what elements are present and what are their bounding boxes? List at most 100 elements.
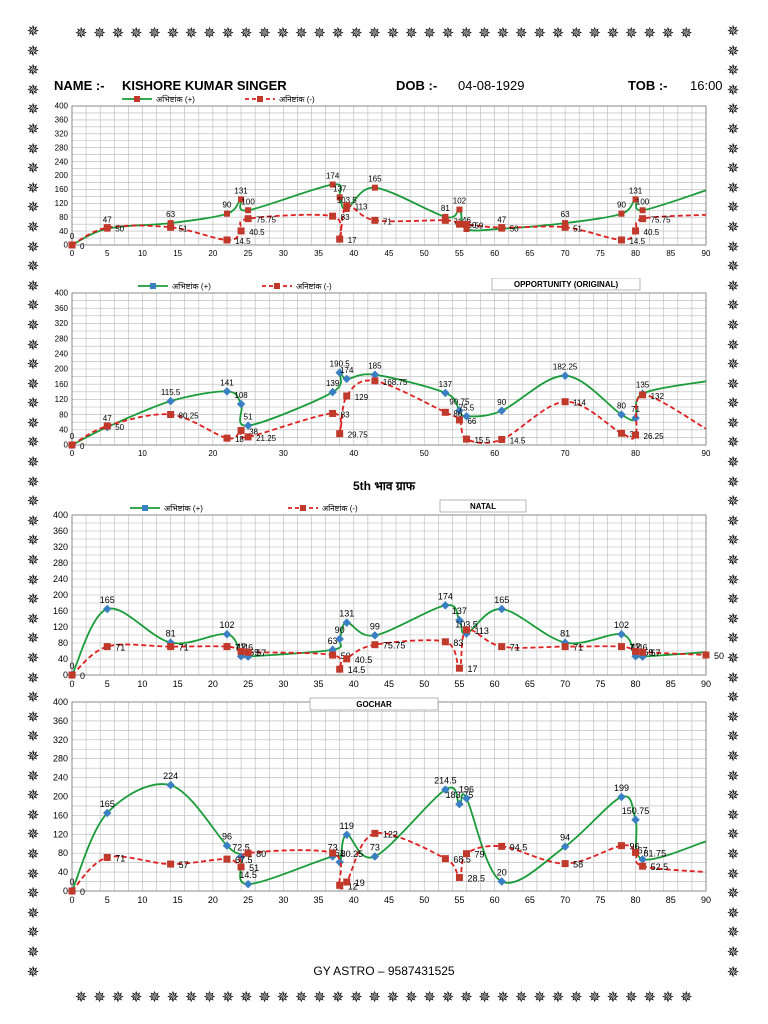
- point-negative: [371, 216, 379, 224]
- data-label-positive: 0: [70, 232, 75, 241]
- point-negative: [329, 409, 337, 417]
- point-negative: [639, 648, 647, 656]
- data-label-positive: 131: [339, 609, 354, 619]
- y-tick-label: 400: [53, 697, 68, 707]
- point-negative: [237, 227, 245, 235]
- point-positive: [342, 830, 351, 840]
- point-positive: [342, 618, 351, 627]
- data-label-positive: 72.5: [232, 843, 250, 853]
- data-label-negative: 71: [115, 853, 125, 863]
- y-tick-label: 280: [55, 143, 69, 152]
- data-label-negative: 75.75: [651, 216, 672, 225]
- data-label-negative: 59: [474, 221, 483, 230]
- point-negative: [329, 212, 337, 220]
- y-tick-label: 160: [53, 606, 68, 616]
- data-label-positive: 71: [631, 405, 640, 414]
- data-label-positive: 96: [222, 832, 232, 842]
- x-tick-label: 0: [70, 449, 75, 458]
- data-label-negative: 52.5: [651, 862, 669, 872]
- point-negative: [498, 842, 506, 850]
- data-label-positive: 103.5: [337, 196, 358, 205]
- point-negative: [68, 441, 76, 449]
- point-negative: [244, 849, 252, 857]
- data-label-negative: 113: [355, 203, 368, 212]
- x-tick-label: 20: [208, 249, 217, 258]
- data-label-positive: 214.5: [434, 776, 457, 786]
- y-tick-label: 160: [53, 810, 68, 820]
- data-label-negative: 50: [714, 651, 724, 661]
- point-negative: [617, 236, 625, 244]
- data-label-positive: 47: [631, 642, 641, 652]
- data-label-positive: 67: [638, 845, 648, 855]
- y-tick-label: 40: [59, 227, 68, 236]
- y-tick-label: 120: [53, 622, 68, 632]
- data-label-negative: 14.5: [510, 436, 526, 445]
- point-positive: [618, 210, 625, 217]
- data-label-negative: 75.75: [256, 216, 277, 225]
- x-tick-label: 80: [631, 449, 640, 458]
- x-tick-label: 85: [666, 895, 676, 905]
- data-label-positive: 102: [219, 620, 234, 630]
- y-tick-label: 360: [55, 304, 69, 313]
- point-negative: [561, 223, 569, 231]
- point-negative: [632, 431, 640, 439]
- x-tick-label: 0: [70, 249, 75, 258]
- point-negative: [343, 655, 351, 663]
- point-negative: [498, 643, 506, 651]
- data-label-positive: 102: [614, 620, 629, 630]
- point-positive: [102, 808, 112, 818]
- data-label-negative: 83: [341, 213, 350, 222]
- point-negative: [244, 648, 252, 656]
- data-label-positive: 75.5: [459, 403, 475, 412]
- data-label-positive: 141: [220, 378, 234, 387]
- data-label-negative: 168.75: [383, 378, 408, 387]
- point-negative: [441, 638, 449, 646]
- data-label-negative: 51: [573, 224, 582, 233]
- point-positive: [639, 207, 646, 214]
- data-label-positive: 90.75: [449, 398, 470, 407]
- data-label-positive: 99: [370, 621, 380, 631]
- point-positive: [371, 184, 378, 191]
- data-label-negative: 40.5: [249, 228, 265, 237]
- data-label-positive: 174: [340, 366, 354, 375]
- point-negative: [561, 398, 569, 406]
- x-tick-label: 90: [701, 895, 711, 905]
- point-negative: [371, 829, 379, 837]
- data-label-positive: 46: [243, 643, 253, 653]
- data-label-negative: 94.5: [510, 842, 528, 852]
- legend-label-positive: अभिष्टांक (+): [172, 281, 211, 291]
- data-label-negative: 83: [341, 410, 350, 419]
- x-tick-label: 10: [138, 449, 147, 458]
- x-tick-label: 30: [279, 249, 288, 258]
- y-tick-label: 320: [53, 735, 68, 745]
- data-label-positive: 0: [70, 432, 75, 441]
- point-positive: [617, 410, 626, 419]
- point-negative: [371, 377, 379, 385]
- point-positive: [462, 412, 471, 421]
- x-tick-label: 70: [561, 249, 570, 258]
- data-label-negative: 59: [249, 647, 259, 657]
- data-label-positive: 165: [100, 595, 115, 605]
- y-tick-label: 0: [63, 886, 68, 896]
- point-positive: [441, 388, 450, 398]
- y-tick-label: 80: [59, 213, 68, 222]
- point-positive: [243, 879, 253, 889]
- x-tick-label: 90: [702, 249, 711, 258]
- legend-label-negative: अनिष्टांक (-): [279, 94, 315, 104]
- x-tick-label: 0: [69, 679, 74, 689]
- bottom-star-border: ✵ ✵ ✵ ✵ ✵ ✵ ✵ ✵ ✵ ✵ ✵ ✵ ✵ ✵ ✵ ✵ ✵ ✵ ✵ ✵ …: [74, 988, 694, 1006]
- point-negative: [462, 850, 470, 858]
- point-negative: [103, 643, 111, 651]
- point-positive: [336, 194, 343, 201]
- data-label-negative: 68.5: [453, 855, 471, 865]
- y-tick-label: 200: [53, 792, 68, 802]
- x-tick-label: 45: [384, 679, 394, 689]
- point-negative: [441, 216, 449, 224]
- x-tick-label: 45: [384, 895, 394, 905]
- data-label-positive: 46: [462, 216, 471, 225]
- data-label-positive: 199: [614, 783, 629, 793]
- y-tick-label: 200: [55, 171, 69, 180]
- x-tick-label: 70: [561, 449, 570, 458]
- point-negative: [462, 435, 470, 443]
